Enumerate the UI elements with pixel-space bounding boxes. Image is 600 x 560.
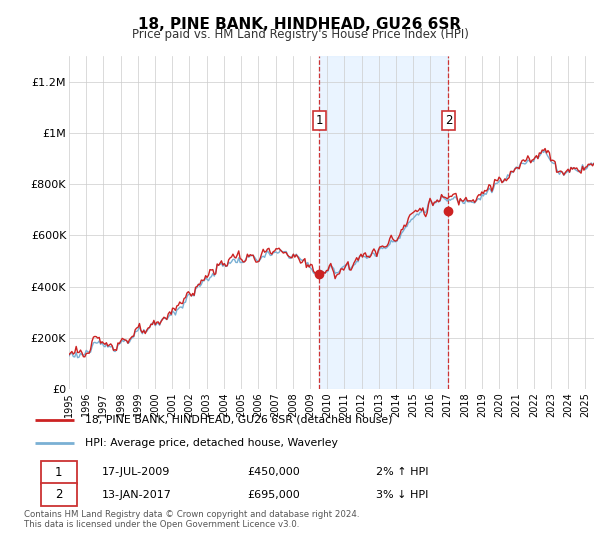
Text: £450,000: £450,000 xyxy=(247,468,300,478)
Text: Price paid vs. HM Land Registry's House Price Index (HPI): Price paid vs. HM Land Registry's House … xyxy=(131,28,469,41)
Text: 13-JAN-2017: 13-JAN-2017 xyxy=(102,489,172,500)
FancyBboxPatch shape xyxy=(41,461,77,484)
Text: 3% ↓ HPI: 3% ↓ HPI xyxy=(376,489,428,500)
FancyBboxPatch shape xyxy=(41,483,77,506)
Text: 18, PINE BANK, HINDHEAD, GU26 6SR (detached house): 18, PINE BANK, HINDHEAD, GU26 6SR (detac… xyxy=(85,414,393,424)
Text: £695,000: £695,000 xyxy=(247,489,300,500)
Text: HPI: Average price, detached house, Waverley: HPI: Average price, detached house, Wave… xyxy=(85,438,338,448)
Bar xyxy=(319,56,448,389)
Text: 2: 2 xyxy=(445,114,452,127)
Text: 18, PINE BANK, HINDHEAD, GU26 6SR: 18, PINE BANK, HINDHEAD, GU26 6SR xyxy=(139,17,461,32)
Text: 2% ↑ HPI: 2% ↑ HPI xyxy=(376,468,428,478)
Text: 17-JUL-2009: 17-JUL-2009 xyxy=(102,468,170,478)
Text: Contains HM Land Registry data © Crown copyright and database right 2024.
This d: Contains HM Land Registry data © Crown c… xyxy=(24,510,359,529)
Text: 1: 1 xyxy=(316,114,323,127)
Text: 2: 2 xyxy=(55,488,62,501)
Text: 1: 1 xyxy=(55,466,62,479)
